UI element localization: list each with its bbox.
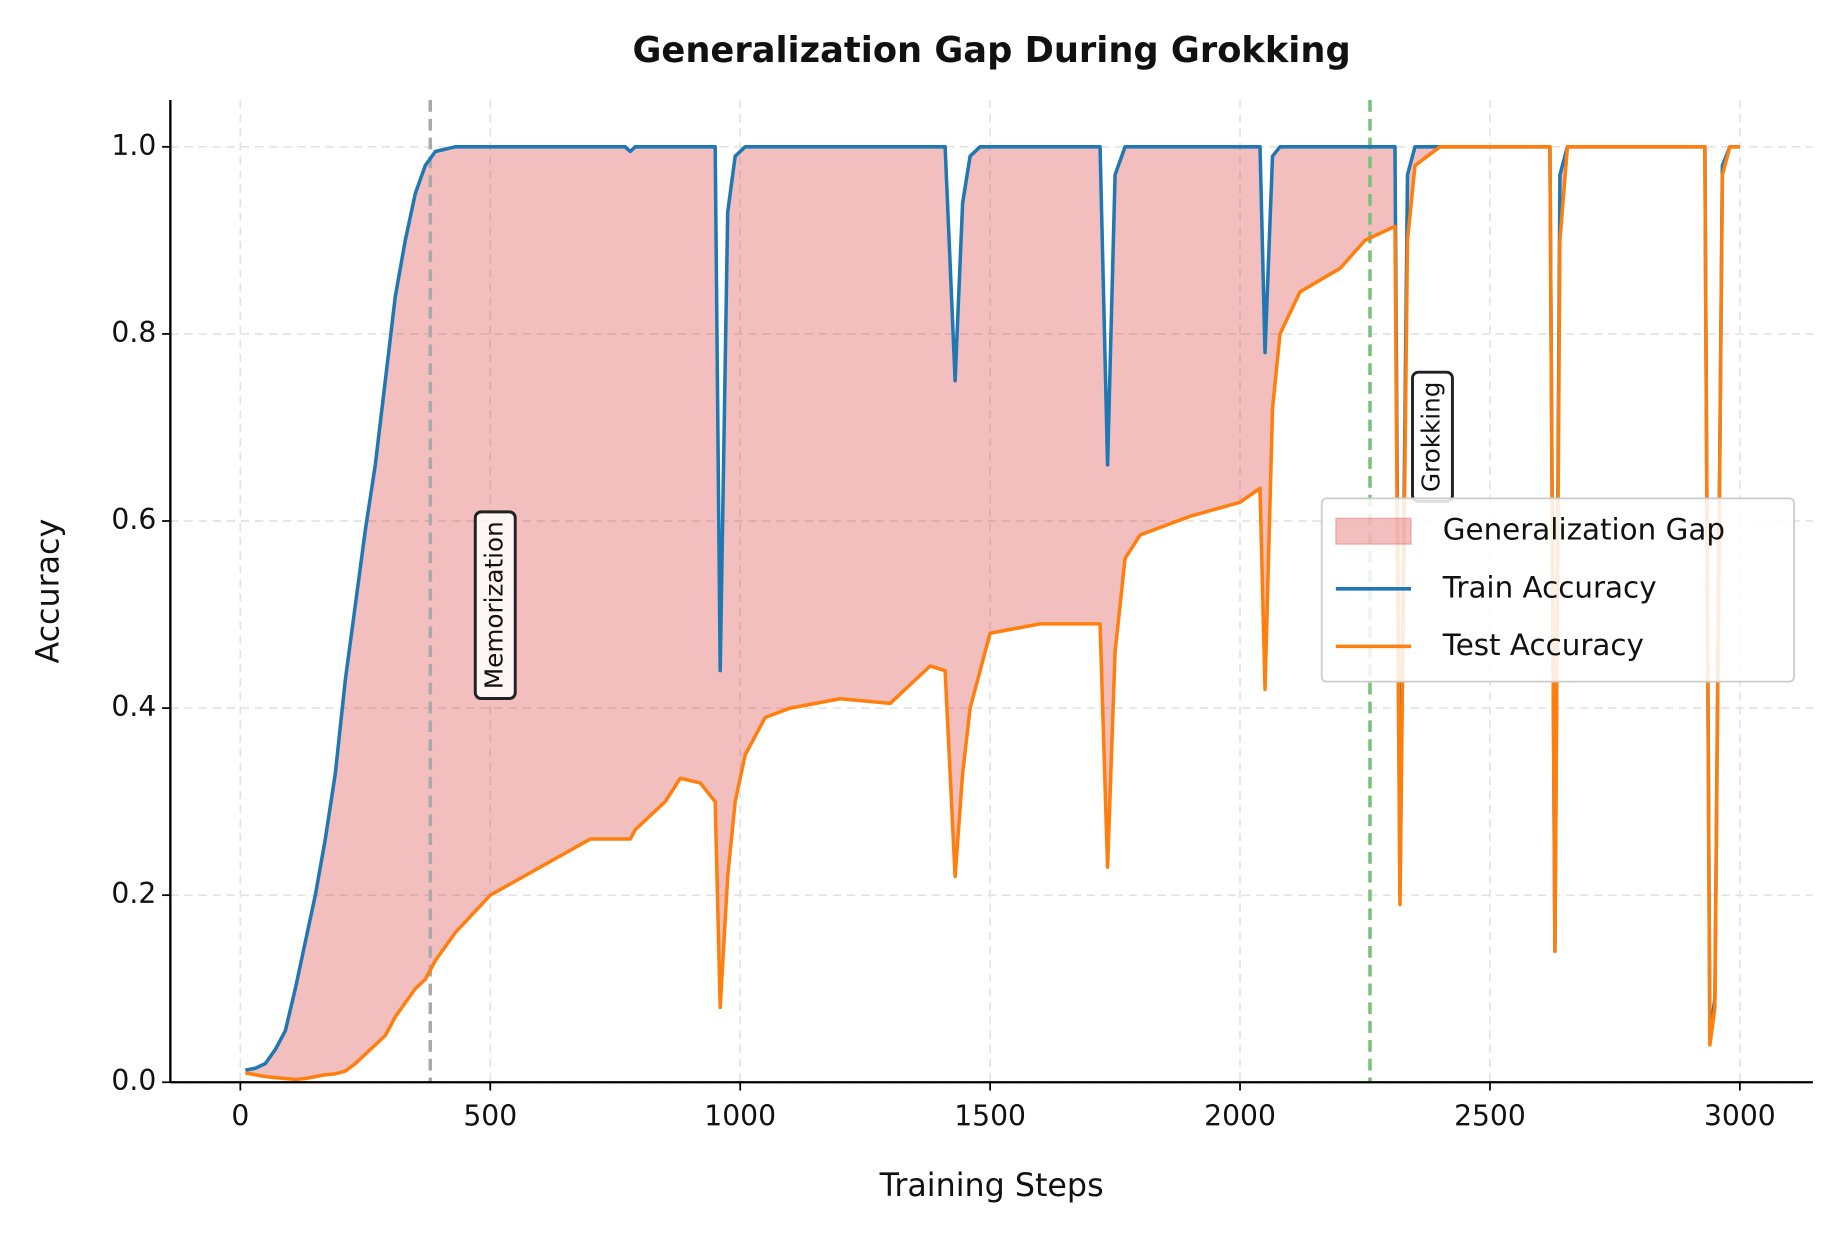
x-tick-label: 3000	[1704, 1100, 1776, 1133]
y-axis-label: Accuracy	[30, 519, 66, 664]
legend-label: Test Accuracy	[1442, 628, 1644, 662]
x-tick-label: 500	[463, 1100, 517, 1133]
legend-label: Generalization Gap	[1443, 513, 1725, 547]
y-tick-label: 0.0	[111, 1064, 156, 1097]
y-tick-label: 0.2	[111, 877, 156, 910]
x-tick-label: 2500	[1454, 1100, 1526, 1133]
annotation-box	[473, 510, 517, 700]
annotation-text: Grokking	[1416, 382, 1445, 492]
y-tick-label: 0.4	[111, 690, 156, 723]
legend-label: Train Accuracy	[1442, 570, 1657, 604]
x-axis-label: Training Steps	[879, 1168, 1104, 1204]
annotation: Memorization	[473, 510, 517, 700]
series-line	[245, 145, 1740, 1082]
x-tick-label: 1500	[954, 1100, 1026, 1133]
x-tick-label: 2000	[1204, 1100, 1276, 1133]
x-tick-label: 0	[231, 1100, 249, 1133]
gap-area	[245, 146, 1740, 1080]
annotation: Grokking	[1411, 370, 1454, 503]
legend-swatch	[1335, 517, 1412, 545]
y-tick-label: 0.8	[111, 316, 156, 349]
y-tick-label: 1.0	[111, 129, 156, 162]
x-tick-label: 1000	[704, 1100, 776, 1133]
chart-title: Generalization Gap During Grokking	[633, 30, 1351, 71]
annotation-text: Memorization	[479, 521, 508, 689]
legend-box	[1320, 497, 1795, 683]
y-tick-label: 0.6	[111, 503, 156, 536]
